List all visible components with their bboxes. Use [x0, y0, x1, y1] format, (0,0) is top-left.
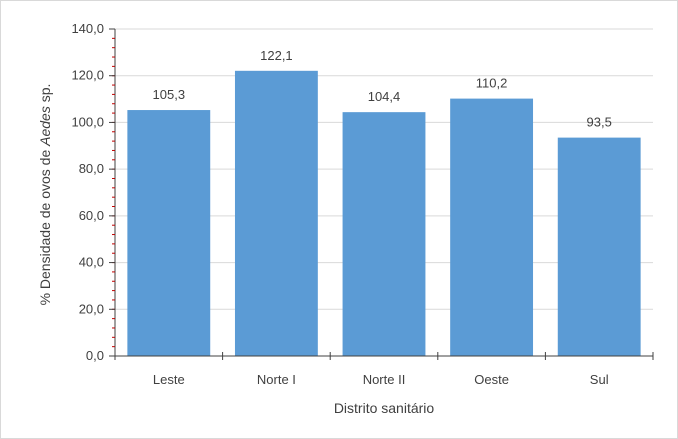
- bars: [127, 70, 641, 357]
- data-label: 122,1: [260, 48, 293, 63]
- bar-oeste: [450, 98, 534, 357]
- x-category-label: Norte I: [257, 372, 296, 387]
- y-tick-label: 120,0: [71, 68, 104, 83]
- x-category-label: Norte II: [363, 372, 406, 387]
- axes: [109, 28, 654, 360]
- x-category-label: Leste: [153, 372, 185, 387]
- x-category-label: Sul: [590, 372, 609, 387]
- bar-leste: [127, 110, 211, 356]
- y-axis-title: % Densidade de ovos de Aedes sp.: [37, 84, 53, 306]
- bar-norte-i: [234, 70, 318, 356]
- bar-norte-ii: [342, 112, 426, 356]
- y-tick-label: 140,0: [71, 21, 104, 36]
- y-tick-label: 20,0: [79, 301, 104, 316]
- labels: 105,3 122,1 104,4 110,2 93,5 0,0 20,0 40,0 60,0 8…: [71, 21, 611, 387]
- y-tick-label: 60,0: [79, 208, 104, 223]
- y-tick-label: 40,0: [79, 255, 104, 270]
- x-category-label: Oeste: [474, 372, 509, 387]
- data-label: 105,3: [153, 87, 186, 102]
- y-axis-title-genus: Aedes: [37, 106, 53, 147]
- y-tick-label: 0,0: [86, 348, 104, 363]
- y-tick-label: 100,0: [71, 114, 104, 129]
- y-axis-title-suffix: sp.: [37, 84, 53, 107]
- y-axis-title-prefix: % Densidade de ovos de: [37, 146, 53, 306]
- data-label: 110,2: [476, 76, 508, 91]
- bar-sul: [557, 137, 641, 356]
- data-label: 93,5: [587, 115, 612, 130]
- y-tick-label: 80,0: [79, 161, 104, 176]
- x-axis-title: Distrito sanitário: [334, 400, 435, 416]
- data-label: 104,4: [368, 89, 401, 104]
